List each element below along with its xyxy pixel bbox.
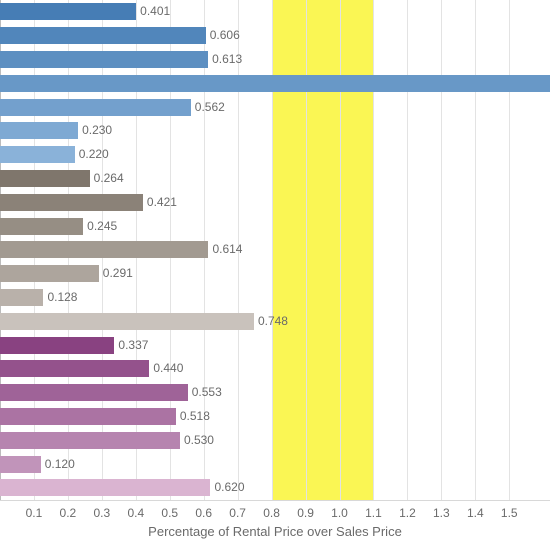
bar	[0, 408, 176, 425]
bar-row: 0.613	[0, 48, 550, 72]
bar-row: 0.440	[0, 357, 550, 381]
bar-row: 0.562	[0, 95, 550, 119]
bar-value-label: 0.401	[140, 3, 170, 20]
x-axis-title: Percentage of Rental Price over Sales Pr…	[0, 524, 550, 539]
x-tick-label: 0.9	[297, 506, 314, 520]
x-tick-label: 1.1	[365, 506, 382, 520]
bar-row: 0.245	[0, 214, 550, 238]
x-tick-label: 0.4	[127, 506, 144, 520]
x-tick-label: 0.7	[229, 506, 246, 520]
bar-row: 0.291	[0, 262, 550, 286]
bar	[0, 27, 206, 44]
bar-row: 0.128	[0, 286, 550, 310]
bar	[0, 146, 75, 163]
bar	[0, 289, 43, 306]
bar	[0, 456, 41, 473]
bar	[0, 360, 149, 377]
bar-row: 0.518	[0, 405, 550, 429]
bar-value-label: 0.748	[258, 313, 288, 330]
bar-value-label: 0.128	[47, 289, 77, 306]
bar-chart: 0.401 0.606 0.613 0.562 0.230 0.220 0.264 0.421…	[0, 0, 550, 550]
bar	[0, 51, 208, 68]
bar-row: 0.748	[0, 309, 550, 333]
bar-row: 0.530	[0, 428, 550, 452]
x-tick-label: 0.3	[94, 506, 111, 520]
x-tick-label: 0.5	[161, 506, 178, 520]
bar-value-label: 0.230	[82, 122, 112, 139]
x-tick-label: 1.0	[331, 506, 348, 520]
bar	[0, 3, 136, 20]
bar-row: 0.230	[0, 119, 550, 143]
plot-area: 0.401 0.606 0.613 0.562 0.230 0.220 0.264 0.421…	[0, 0, 550, 500]
bar-row: 0.220	[0, 143, 550, 167]
bar	[0, 337, 114, 354]
bar	[0, 384, 188, 401]
bar	[0, 122, 78, 139]
bar-row: 0.606	[0, 24, 550, 48]
bar	[0, 241, 208, 258]
bar-row: 0.614	[0, 238, 550, 262]
bar	[0, 218, 83, 235]
bar-row: 0.120	[0, 452, 550, 476]
plot-bottom-border	[0, 500, 550, 501]
bar-value-label: 0.337	[118, 337, 148, 354]
x-tick-label: 1.3	[433, 506, 450, 520]
x-tick-label: 1.2	[399, 506, 416, 520]
bar	[0, 479, 210, 496]
bar-value-label: 0.562	[195, 99, 225, 116]
x-axis-ticks: 0.1 0.2 0.3 0.4 0.5 0.6 0.7 0.8 0.9 1.0 1.1 1.2 1.3 1…	[0, 502, 550, 522]
bar-row: 0.337	[0, 333, 550, 357]
bar-value-label: 0.245	[87, 218, 117, 235]
bar-value-label: 0.264	[94, 170, 124, 187]
bar-value-label: 0.440	[153, 360, 183, 377]
bar	[0, 75, 550, 92]
bar-value-label: 0.620	[214, 479, 244, 496]
bars-container: 0.401 0.606 0.613 0.562 0.230 0.220 0.264 0.421…	[0, 0, 550, 500]
bar-value-label: 0.518	[180, 408, 210, 425]
x-tick-label: 0.8	[263, 506, 280, 520]
bar-row: 0.401	[0, 0, 550, 24]
x-tick-label: 0.2	[60, 506, 77, 520]
bar-value-label: 0.613	[212, 51, 242, 68]
bar	[0, 170, 90, 187]
bar	[0, 432, 180, 449]
bar	[0, 313, 254, 330]
bar-row: 0.421	[0, 190, 550, 214]
bar	[0, 99, 191, 116]
bar-value-label: 0.421	[147, 194, 177, 211]
bar-value-label: 0.614	[212, 241, 242, 258]
bar-value-label: 0.291	[103, 265, 133, 282]
bar-row	[0, 71, 550, 95]
bar-value-label: 0.553	[192, 384, 222, 401]
bar-value-label: 0.606	[210, 27, 240, 44]
bar-row: 0.264	[0, 167, 550, 191]
bar-row: 0.553	[0, 381, 550, 405]
x-tick-label: 0.6	[195, 506, 212, 520]
x-tick-label: 1.5	[501, 506, 518, 520]
bar-value-label: 0.120	[45, 456, 75, 473]
x-tick-label: 0.1	[26, 506, 43, 520]
bar	[0, 265, 99, 282]
bar-value-label: 0.530	[184, 432, 214, 449]
bar-row: 0.620	[0, 476, 550, 500]
bar	[0, 194, 143, 211]
bar-value-label: 0.220	[79, 146, 109, 163]
x-tick-label: 1.4	[467, 506, 484, 520]
